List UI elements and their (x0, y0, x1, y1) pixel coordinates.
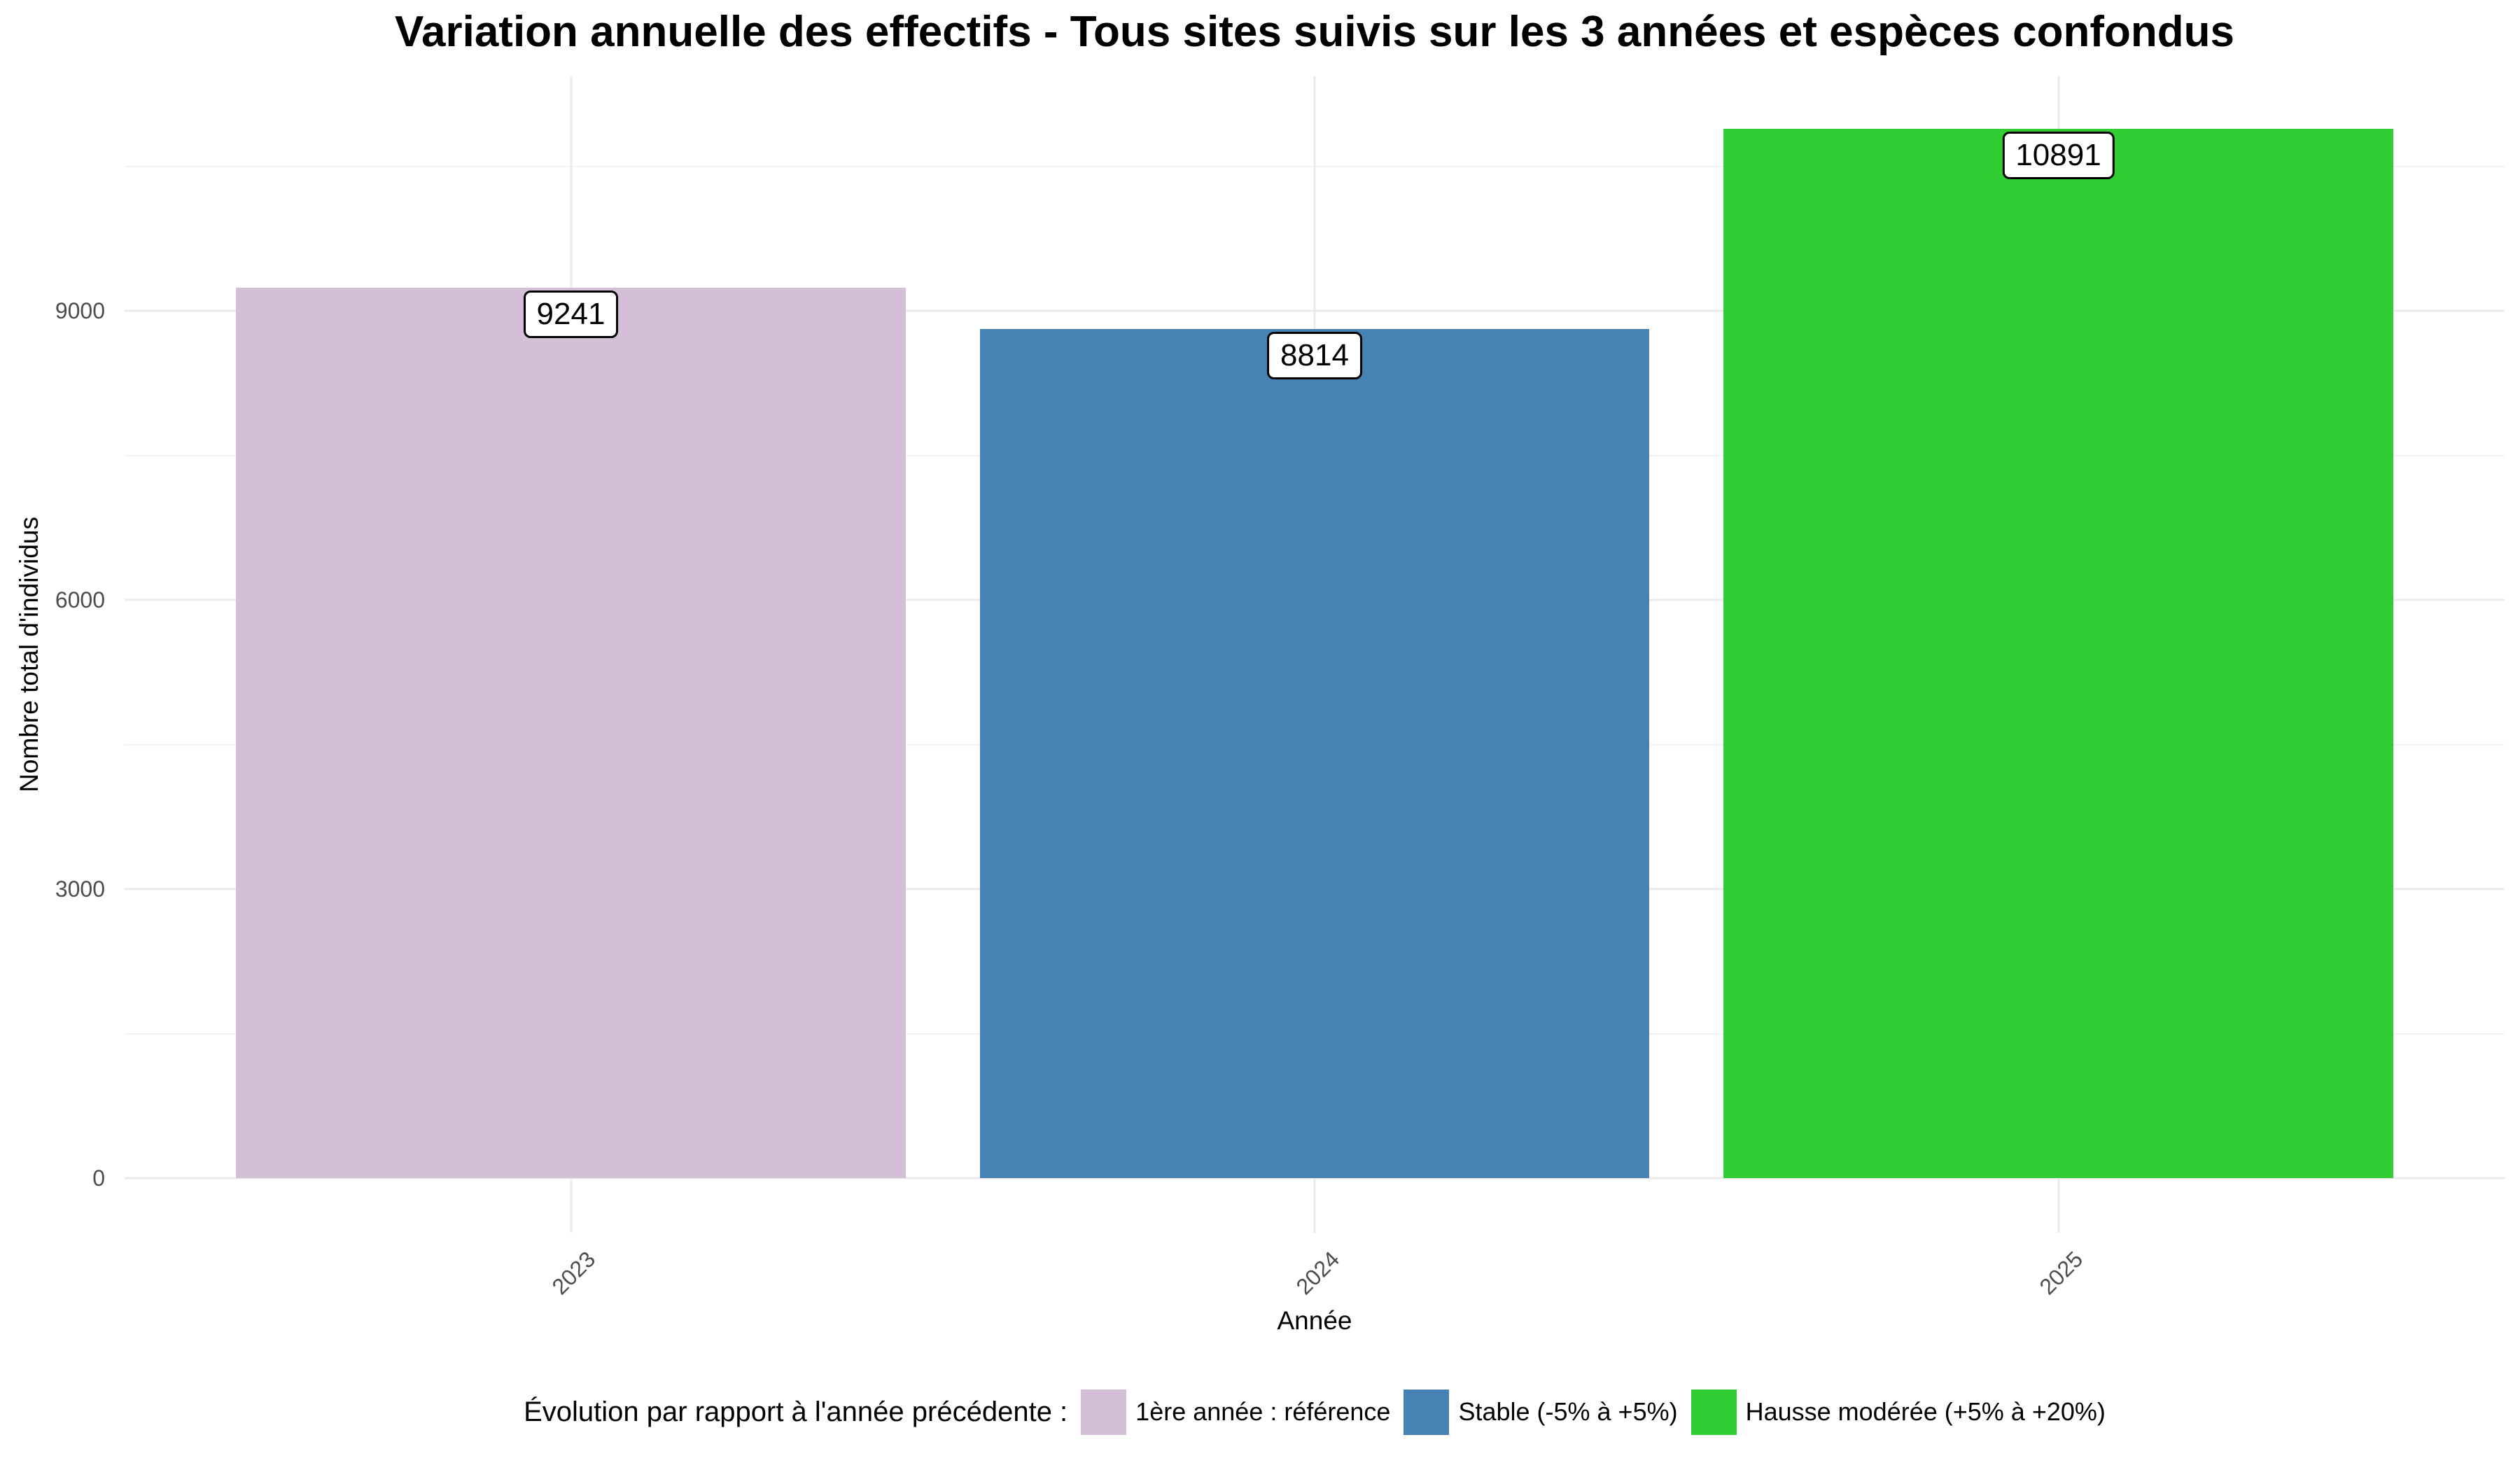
y-axis-title: Nombre total d'individus (15, 517, 43, 792)
bar (1723, 128, 2393, 1178)
y-tick-label: 6000 (55, 587, 105, 612)
bar (236, 287, 906, 1178)
y-tick-label: 9000 (55, 298, 105, 323)
bar-value-label: 9241 (523, 290, 619, 339)
x-tick-label: 2023 (547, 1246, 601, 1300)
bar-value-label: 8814 (1267, 331, 1362, 379)
bar-value-label: 10891 (2002, 131, 2115, 180)
legend-item: Stable (-5% à +5%) (1404, 1389, 1678, 1435)
y-tick-label: 3000 (55, 876, 105, 902)
legend-item: Hausse modérée (+5% à +20%) (1690, 1389, 2106, 1435)
legend-item: 1ère année : référence (1081, 1389, 1391, 1435)
y-tick-label: 0 (92, 1166, 105, 1191)
legend-swatch-icon (1404, 1389, 1450, 1435)
legend-label: 1ère année : référence (1135, 1397, 1391, 1426)
legend-label: Stable (-5% à +5%) (1458, 1397, 1678, 1426)
legend-swatch-icon (1081, 1389, 1127, 1435)
bar (979, 328, 1650, 1178)
legend-swatch-icon (1690, 1389, 1737, 1435)
legend: Évolution par rapport à l'année précéden… (125, 1387, 2505, 1436)
legend-title: Évolution par rapport à l'année précéden… (524, 1396, 1068, 1427)
x-tick-label: 2025 (2034, 1246, 2088, 1300)
x-axis-title: Année (1277, 1306, 1352, 1335)
x-tick-label: 2024 (1291, 1246, 1345, 1300)
chart-title: Variation annuelle des effectifs - Tous … (395, 8, 2234, 56)
legend-label: Hausse modérée (+5% à +20%) (1745, 1397, 2106, 1426)
